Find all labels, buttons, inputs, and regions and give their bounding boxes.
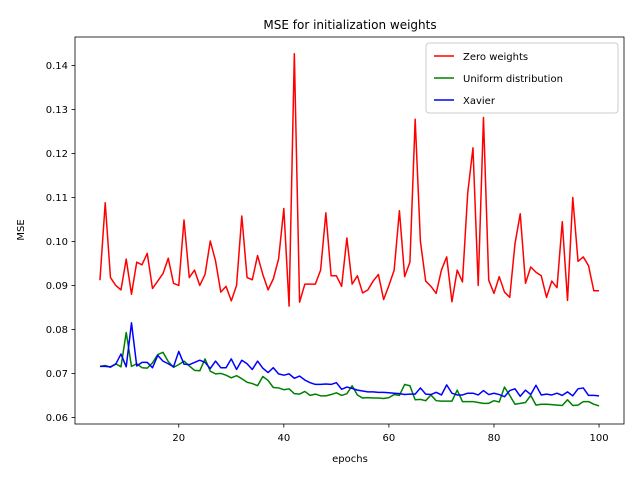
x-tick-label: 20 <box>172 433 185 444</box>
x-tick-label: 60 <box>383 433 396 444</box>
x-tick-label: 80 <box>488 433 501 444</box>
y-tick-label: 0.12 <box>46 149 68 160</box>
x-tick-label: 40 <box>277 433 290 444</box>
axes-frame <box>74 36 625 425</box>
y-axis-label: MSE <box>16 219 27 240</box>
series-line-xavier <box>99 322 600 398</box>
legend-label-zero-weights: Zero weights <box>463 52 528 63</box>
x-axis-label: epochs <box>332 454 368 465</box>
legend-label-xavier: Xavier <box>463 96 496 107</box>
legend-label-uniform-distribution: Uniform distribution <box>463 74 563 85</box>
x-tick-label: 100 <box>589 433 608 444</box>
y-tick-label: 0.06 <box>46 413 68 424</box>
y-tick-label: 0.10 <box>46 237 68 248</box>
y-tick-label: 0.08 <box>46 325 68 336</box>
y-tick-label: 0.13 <box>46 105 68 116</box>
legend-box <box>425 42 619 114</box>
y-tick-label: 0.14 <box>46 61 68 72</box>
y-tick-label: 0.07 <box>46 369 68 380</box>
y-tick-label: 0.11 <box>46 193 68 204</box>
series-line-zero-weights <box>99 52 600 307</box>
y-tick-label: 0.09 <box>46 281 68 292</box>
chart-title: MSE for initialization weights <box>263 18 436 32</box>
plot-area: 20 40 60 80 100 0.06 0.07 0.08 0.09 0.10 0.11 0.12 0… <box>46 36 625 444</box>
